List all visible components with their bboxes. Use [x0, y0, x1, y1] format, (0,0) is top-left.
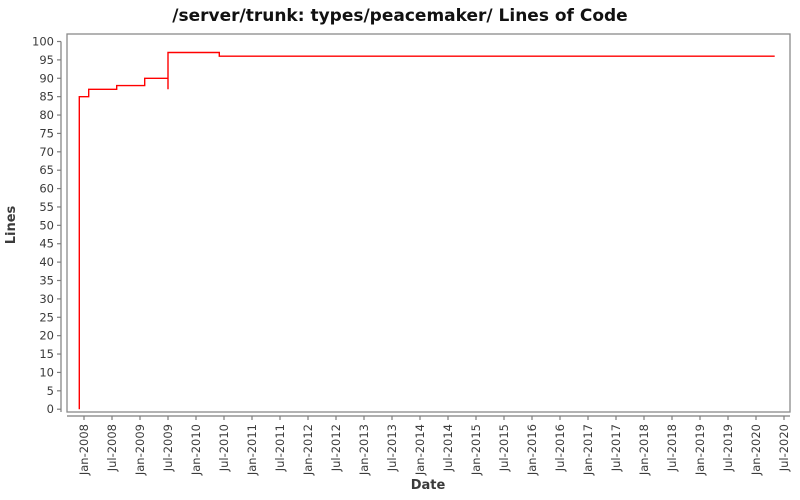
y-tick-label: 95: [39, 53, 54, 67]
x-tick-label: Jul-2010: [217, 424, 231, 472]
x-tick-label: Jan-2008: [77, 424, 91, 476]
x-axis: Jan-2008 Jul-2008 Jan-2009 Jul-2009 Jan-2010…: [67, 415, 791, 476]
x-tick-label: Jul-2020: [777, 424, 791, 472]
y-tick-label: 20: [39, 329, 54, 343]
x-tick-label: Jul-2019: [721, 424, 735, 472]
plot-frame: [66, 33, 791, 413]
y-tick-label: 70: [39, 145, 54, 159]
x-tick-label: Jul-2011: [273, 424, 287, 472]
y-tick-label: 0: [47, 402, 54, 416]
y-tick-label: 100: [32, 35, 54, 49]
x-tick-label: Jul-2009: [161, 424, 175, 472]
x-tick-label: Jan-2018: [637, 424, 651, 476]
x-tick-label: Jan-2014: [413, 424, 427, 476]
y-tick-label: 80: [39, 108, 54, 122]
y-tick-label: 35: [39, 274, 54, 288]
x-tick-label: Jan-2010: [189, 424, 203, 476]
x-tick-label: Jan-2019: [693, 424, 707, 476]
y-tick-label: 85: [39, 90, 54, 104]
plot-border: [66, 33, 791, 413]
y-tick-label: 25: [39, 310, 54, 324]
chart-title: /server/trunk: types/peacemaker/ Lines o…: [172, 6, 628, 26]
x-tick-label: Jan-2020: [749, 424, 763, 476]
y-tick-label: 5: [47, 384, 54, 398]
x-tick-label: Jul-2008: [105, 424, 119, 472]
y-tick-label: 75: [39, 126, 54, 140]
x-tick-label: Jan-2009: [133, 424, 147, 476]
data-series: [78, 51, 775, 410]
y-tick-label: 60: [39, 182, 54, 196]
x-tick-label: Jul-2013: [385, 424, 399, 472]
y-tick-label: 15: [39, 347, 54, 361]
x-tick-label: Jul-2017: [609, 424, 623, 472]
y-axis: 0 5 10 15 20 25 30 35 40 45 50 55 60 65 70 75 80 85 90 95 10…: [32, 35, 62, 416]
y-tick-label: 55: [39, 200, 54, 214]
y-tick-label: 65: [39, 163, 54, 177]
x-tick-label: Jul-2016: [553, 424, 567, 472]
x-tick-label: Jan-2017: [581, 424, 595, 476]
x-tick-label: Jan-2011: [245, 424, 259, 476]
x-tick-label: Jul-2015: [497, 424, 511, 472]
x-tick-label: Jul-2012: [329, 424, 343, 472]
y-axis-title: Lines: [4, 205, 19, 244]
x-tick-label: Jul-2014: [441, 424, 455, 472]
y-tick-label: 45: [39, 237, 54, 251]
x-tick-label: Jan-2015: [469, 424, 483, 476]
x-tick-label: Jan-2012: [301, 424, 315, 476]
y-tick-label: 10: [39, 365, 54, 379]
x-tick-label: Jul-2018: [665, 424, 679, 472]
y-tick-label: 90: [39, 71, 54, 85]
loc-step-line: [78, 51, 775, 410]
y-tick-label: 30: [39, 292, 54, 306]
x-tick-label: Jan-2013: [357, 424, 371, 476]
y-tick-label: 40: [39, 255, 54, 269]
x-axis-title: Date: [411, 478, 446, 493]
y-tick-label: 50: [39, 218, 54, 232]
x-tick-label: Jan-2016: [525, 424, 539, 476]
